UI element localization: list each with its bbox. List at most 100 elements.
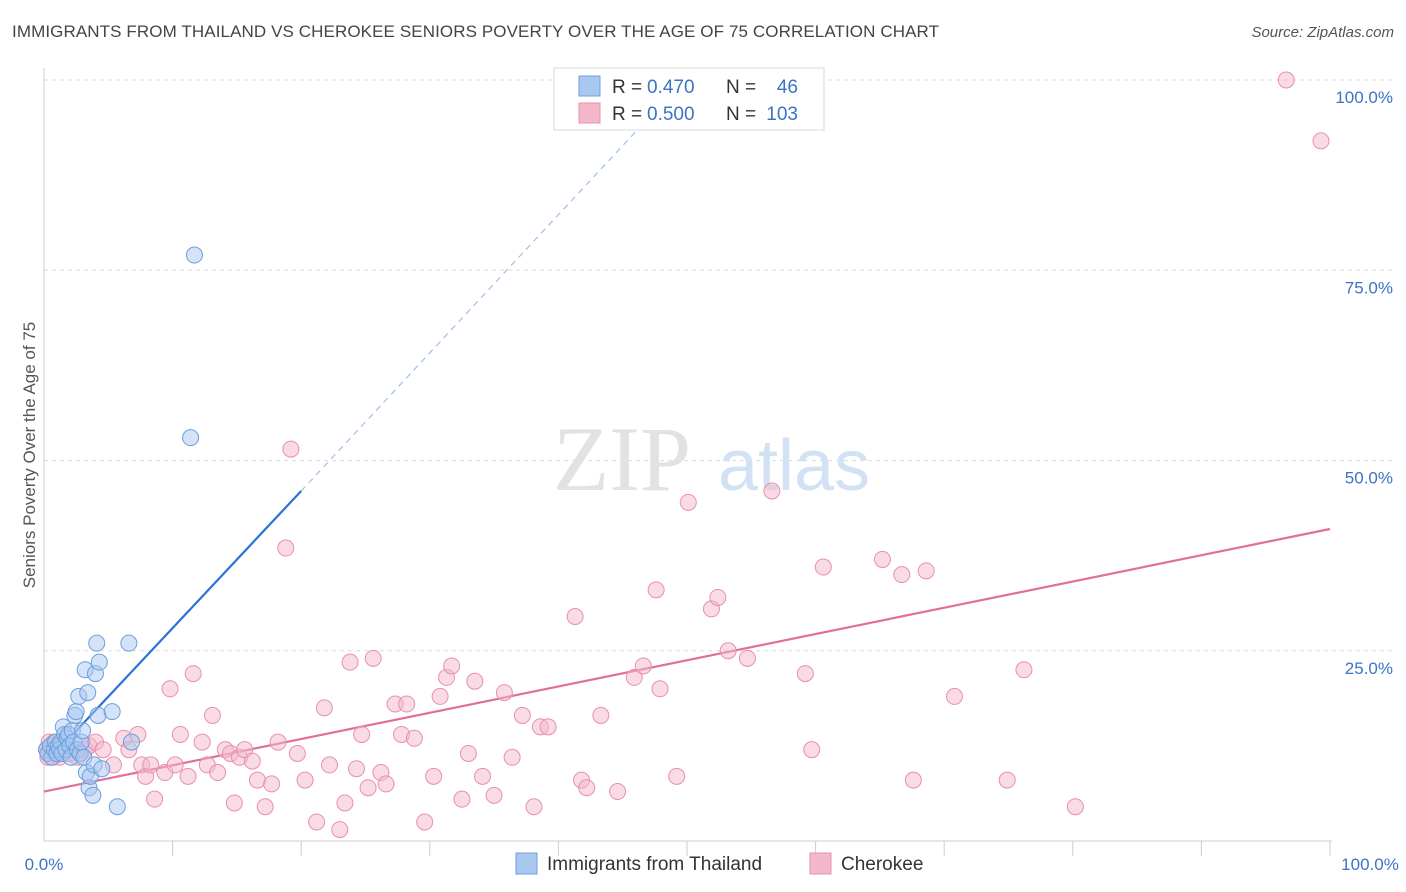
thailand-point-36 [88,634,106,652]
cherokee-point-67 [431,687,449,705]
cherokee-point-56 [353,725,371,743]
thailand-point-42 [120,634,138,652]
watermark-zip: ZIP [553,408,691,510]
cherokee-point-60 [377,775,395,793]
thailand-point-33 [84,786,102,804]
cherokee-point-109 [1312,132,1330,150]
cherokee-point-98 [803,741,821,759]
cherokee-point-103 [917,562,935,580]
cherokee-point-51 [320,756,338,774]
thailand-point-45 [185,246,203,264]
cherokee-point-30 [184,665,202,683]
watermark-atlas: atlas [718,426,870,506]
stats-n-label-thailand: N = [726,77,756,98]
x-tick-label-max: 100.0% [1341,855,1399,874]
cherokee-point-74 [485,786,503,804]
cherokee-point-66 [425,767,443,785]
cherokee-point-65 [416,813,434,831]
cherokee-point-97 [796,665,814,683]
cherokee-point-23 [142,756,160,774]
y-tick-label-2: 75.0% [1345,278,1393,297]
chart-title: IMMIGRANTS FROM THAILAND VS CHEROKEE SEN… [12,22,940,41]
cherokee-point-54 [341,653,359,671]
thailand-point-44 [182,429,200,447]
cherokee-point-57 [359,779,377,797]
cherokee-point-27 [166,756,184,774]
thailand-point-43 [122,733,140,751]
cherokee-point-16 [94,741,112,759]
stats-n-label-cherokee: N = [726,104,756,125]
stats-n-value-thailand: 46 [777,77,798,98]
cherokee-trend-line [43,527,1331,793]
gridlines [44,79,1392,856]
cherokee-point-53 [336,794,354,812]
thailand-point-26 [74,722,92,740]
chart-source: Source: ZipAtlas.com [1251,24,1394,41]
thailand-point-30 [79,684,97,702]
cherokee-point-93 [709,588,727,606]
stats-r-label-thailand: R = [612,77,642,98]
legend-label-cherokee: Cherokee [841,854,923,875]
x-tick-label-min: 0.0% [25,855,64,874]
cherokee-point-107 [1066,798,1084,816]
cherokee-point-86 [625,668,643,686]
cherokee-point-81 [566,608,584,626]
series-legend: Immigrants from Thailand Cherokee [515,852,923,875]
cherokee-point-96 [763,482,781,500]
cherokee-point-101 [893,566,911,584]
legend-label-thailand: Immigrants from Thailand [547,854,762,875]
axes [43,68,1332,842]
cherokee-point-44 [269,733,287,751]
y-tick-label-1: 50.0% [1345,469,1393,488]
cherokee-point-43 [263,775,281,793]
cherokee-point-37 [225,794,243,812]
y-tick-label-0: 25.0% [1345,659,1393,678]
stats-legend: R = 0.470 N = 46 R = 0.500 N = 103 [553,67,825,131]
cherokee-point-99 [814,558,832,576]
cherokee-point-71 [459,744,477,762]
data-points [38,71,1330,839]
cherokee-point-55 [347,760,365,778]
cherokee-point-106 [1015,661,1033,679]
thailand-point-39 [93,760,111,778]
stats-r-value-thailand: 0.470 [647,77,695,98]
cherokee-point-40 [243,752,261,770]
cherokee-point-26 [161,680,179,698]
cherokee-point-28 [171,725,189,743]
cherokee-point-42 [256,798,274,816]
cherokee-point-58 [364,649,382,667]
cherokee-point-73 [474,767,492,785]
cherokee-point-46 [282,440,300,458]
cherokee-point-77 [513,706,531,724]
cherokee-point-31 [193,733,211,751]
cherokee-point-100 [873,550,891,568]
stats-r-label-cherokee: R = [612,104,642,125]
cherokee-point-88 [647,581,665,599]
cherokee-point-33 [203,706,221,724]
cherokee-point-70 [453,790,471,808]
cherokee-point-41 [248,771,266,789]
cherokee-point-83 [578,779,596,797]
cherokee-point-52 [331,821,349,839]
cherokee-point-102 [904,771,922,789]
cherokee-point-84 [592,706,610,724]
cherokee-point-87 [634,657,652,675]
cherokee-point-108 [1277,71,1295,89]
thailand-point-41 [108,798,126,816]
cherokee-point-63 [398,695,416,713]
legend-swatch-thailand [515,852,538,875]
cherokee-point-50 [315,699,333,717]
cherokee-point-76 [503,748,521,766]
cherokee-point-94 [719,642,737,660]
cherokee-point-78 [525,798,543,816]
watermark: ZIP atlas [553,408,870,510]
cherokee-point-91 [679,493,697,511]
y-tick-label-3: 100.0% [1335,88,1393,107]
cherokee-point-24 [146,790,164,808]
cherokee-point-64 [405,729,423,747]
cherokee-point-48 [296,771,314,789]
stats-swatch-cherokee [578,102,601,124]
stats-swatch-thailand [578,75,601,97]
cherokee-point-47 [288,744,306,762]
